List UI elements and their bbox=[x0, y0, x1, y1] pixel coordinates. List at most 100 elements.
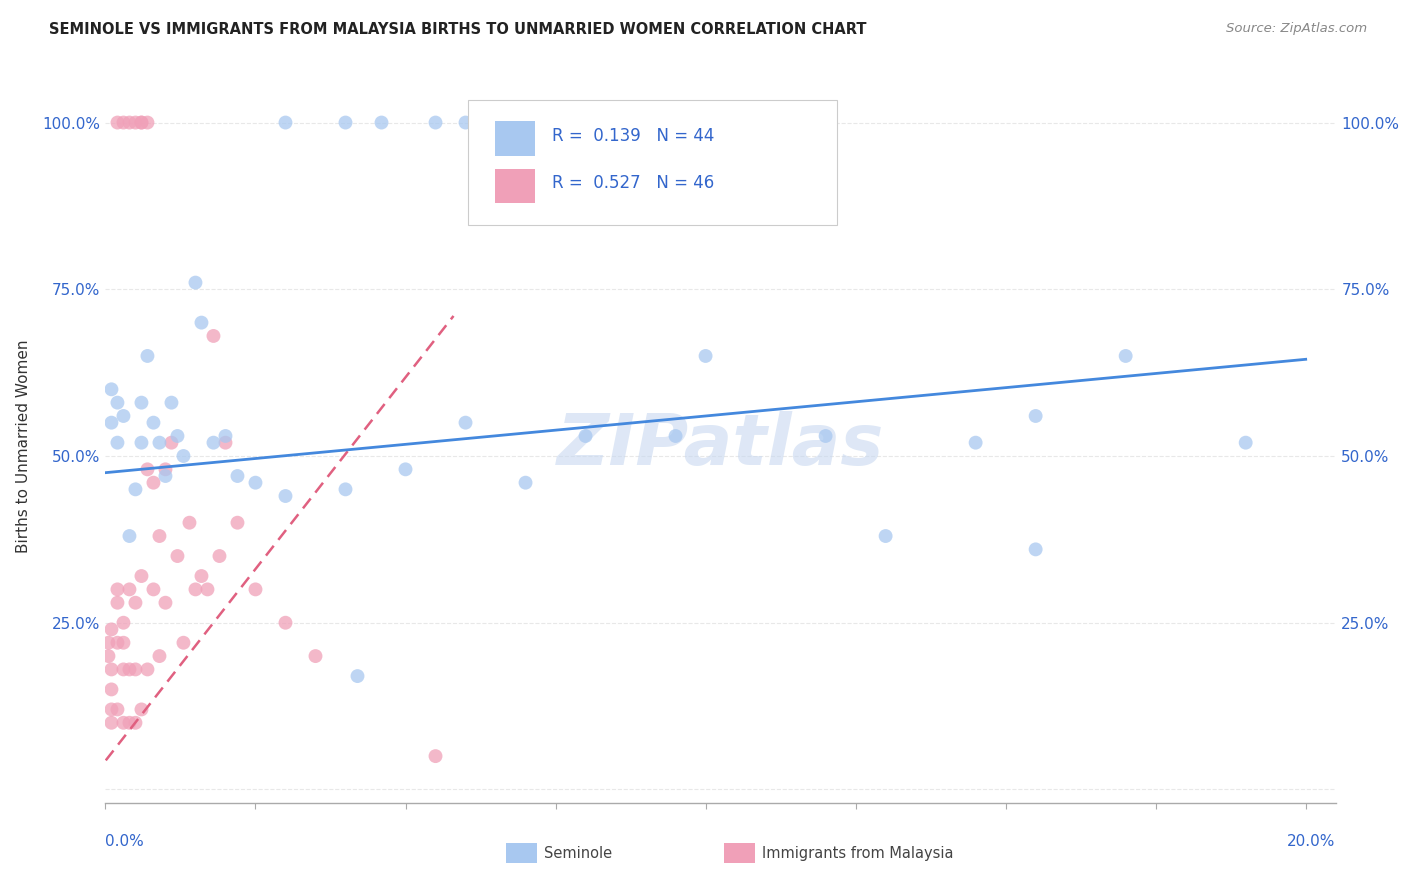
Point bbox=[184, 276, 207, 290]
Point bbox=[190, 569, 212, 583]
Point bbox=[226, 516, 249, 530]
Point bbox=[142, 582, 165, 597]
Text: 20.0%: 20.0% bbox=[1288, 834, 1336, 849]
Point bbox=[190, 316, 212, 330]
Point bbox=[107, 582, 129, 597]
Point bbox=[214, 435, 236, 450]
Point bbox=[118, 582, 141, 597]
Point bbox=[155, 596, 177, 610]
Point bbox=[142, 416, 165, 430]
Point bbox=[142, 475, 165, 490]
Point bbox=[112, 662, 135, 676]
Point bbox=[226, 469, 249, 483]
Point bbox=[197, 582, 219, 597]
Point bbox=[97, 649, 120, 664]
Point bbox=[574, 429, 596, 443]
Point bbox=[454, 416, 477, 430]
Point bbox=[245, 475, 267, 490]
Point bbox=[112, 615, 135, 630]
Point bbox=[155, 469, 177, 483]
Point bbox=[202, 329, 225, 343]
Point bbox=[184, 582, 207, 597]
Point bbox=[131, 569, 153, 583]
Point bbox=[202, 435, 225, 450]
Text: 0.0%: 0.0% bbox=[105, 834, 145, 849]
Point bbox=[370, 115, 392, 129]
Y-axis label: Births to Unmarried Women: Births to Unmarried Women bbox=[15, 339, 31, 553]
Point bbox=[274, 615, 297, 630]
Point bbox=[304, 649, 326, 664]
Point bbox=[136, 462, 159, 476]
Point bbox=[172, 449, 194, 463]
Point bbox=[100, 715, 122, 730]
Point bbox=[124, 115, 146, 129]
Point bbox=[179, 516, 201, 530]
Point bbox=[97, 636, 120, 650]
Point bbox=[148, 435, 170, 450]
Point bbox=[148, 529, 170, 543]
Point bbox=[335, 483, 357, 497]
Point bbox=[664, 429, 686, 443]
Point bbox=[274, 115, 297, 129]
Point bbox=[274, 489, 297, 503]
Point bbox=[107, 702, 129, 716]
Text: R =  0.527   N = 46: R = 0.527 N = 46 bbox=[553, 175, 714, 193]
Point bbox=[112, 715, 135, 730]
Point bbox=[814, 429, 837, 443]
Point bbox=[394, 462, 416, 476]
Point bbox=[1115, 349, 1137, 363]
Point bbox=[425, 115, 447, 129]
Point bbox=[100, 682, 122, 697]
Point bbox=[875, 529, 897, 543]
Point bbox=[107, 596, 129, 610]
Point bbox=[107, 435, 129, 450]
Text: ZIPatlas: ZIPatlas bbox=[557, 411, 884, 481]
Point bbox=[107, 636, 129, 650]
Point bbox=[112, 115, 135, 129]
Point bbox=[136, 662, 159, 676]
Point bbox=[695, 349, 717, 363]
Point bbox=[1025, 409, 1047, 423]
FancyBboxPatch shape bbox=[495, 169, 534, 203]
Point bbox=[160, 435, 183, 450]
Point bbox=[136, 115, 159, 129]
Point bbox=[484, 115, 506, 129]
Point bbox=[112, 636, 135, 650]
Point bbox=[155, 462, 177, 476]
Point bbox=[118, 715, 141, 730]
Point bbox=[131, 435, 153, 450]
Point bbox=[965, 435, 987, 450]
Point bbox=[100, 623, 122, 637]
Point bbox=[100, 416, 122, 430]
Text: Immigrants from Malaysia: Immigrants from Malaysia bbox=[762, 847, 953, 861]
Point bbox=[107, 115, 129, 129]
Point bbox=[166, 429, 188, 443]
Point bbox=[166, 549, 188, 563]
Point bbox=[335, 115, 357, 129]
Point bbox=[118, 529, 141, 543]
Point bbox=[118, 662, 141, 676]
Point bbox=[118, 115, 141, 129]
Point bbox=[515, 475, 537, 490]
Point bbox=[124, 662, 146, 676]
Point bbox=[131, 115, 153, 129]
Point bbox=[100, 662, 122, 676]
Point bbox=[100, 382, 122, 396]
FancyBboxPatch shape bbox=[468, 100, 838, 225]
Point bbox=[172, 636, 194, 650]
Point bbox=[131, 115, 153, 129]
Point bbox=[1025, 542, 1047, 557]
Point bbox=[131, 395, 153, 409]
Text: Seminole: Seminole bbox=[544, 847, 612, 861]
FancyBboxPatch shape bbox=[495, 121, 534, 155]
Point bbox=[124, 483, 146, 497]
Point bbox=[136, 349, 159, 363]
Point bbox=[131, 702, 153, 716]
Point bbox=[107, 395, 129, 409]
Point bbox=[425, 749, 447, 764]
Point bbox=[214, 429, 236, 443]
Point bbox=[245, 582, 267, 597]
Text: R =  0.139   N = 44: R = 0.139 N = 44 bbox=[553, 127, 714, 145]
Point bbox=[124, 715, 146, 730]
Point bbox=[148, 649, 170, 664]
